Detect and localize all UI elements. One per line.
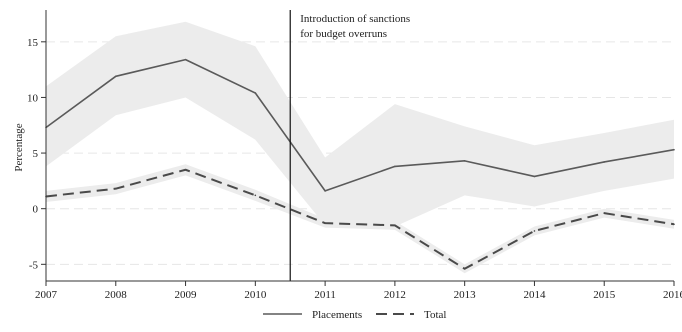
x-tick-label-2013: 2013 — [454, 289, 477, 301]
y-tick-label-0: 0 — [33, 204, 39, 216]
data-point-placements-2016 — [673, 148, 675, 151]
x-tick-label-2015: 2015 — [593, 289, 616, 301]
data-point-total-2011 — [324, 222, 326, 224]
data-point-placements-2009 — [184, 58, 187, 61]
data-point-placements-2014 — [533, 175, 536, 178]
data-point-total-2008 — [114, 187, 117, 190]
x-tick-label-2009: 2009 — [175, 289, 198, 301]
legend: Placements Total — [263, 309, 446, 321]
data-point-placements-2011 — [324, 190, 326, 192]
y-axis-title: Percentage — [13, 123, 25, 171]
y-tick-label-15: 15 — [27, 37, 39, 49]
data-point-placements-2013 — [463, 160, 466, 162]
series-line-total — [45, 168, 675, 270]
data-point-total-2016 — [673, 223, 675, 226]
legend-label-total: Total — [424, 309, 446, 321]
y-tick-label-10: 10 — [27, 92, 39, 104]
axes: -5 0 5 10 15 2007 2008 2009 2010 2011 2012 2013 2014… — [13, 10, 682, 301]
annotation-text-line-1: Introduction of sanctions — [300, 13, 410, 25]
data-point-total-2015 — [603, 212, 606, 214]
data-point-placements-2008 — [114, 75, 117, 78]
data-point-total-2010 — [254, 194, 257, 197]
series-line-placements — [45, 58, 675, 192]
x-tick-label-2010: 2010 — [244, 289, 267, 301]
x-tick-label-2011: 2011 — [314, 289, 336, 301]
annotation-layer: Introduction of sanctions for budget over… — [289, 10, 410, 281]
x-tick-label-2012: 2012 — [384, 289, 406, 301]
data-point-total-2012 — [394, 224, 396, 227]
y-tick-label-5: 5 — [33, 148, 39, 160]
data-point-placements-2010 — [254, 92, 257, 94]
annotation-text-line-2: for budget overruns — [300, 28, 387, 40]
data-point-placements-2012 — [394, 165, 396, 168]
x-tick-label-2014: 2014 — [523, 289, 546, 301]
x-tick-label-2008: 2008 — [105, 289, 128, 301]
data-point-total-2013 — [463, 267, 466, 270]
x-tick-label-2016: 2016 — [663, 289, 682, 301]
data-point-placements-2015 — [603, 161, 606, 163]
legend-label-placements: Placements — [312, 309, 362, 321]
series-lines — [45, 58, 675, 270]
y-tick-label--5: -5 — [29, 259, 39, 271]
data-point-total-2014 — [533, 230, 536, 232]
confidence-bands — [46, 21, 674, 274]
confidence-band-placements — [46, 21, 674, 227]
x-tick-label-2007: 2007 — [35, 289, 58, 301]
data-point-total-2009 — [184, 168, 187, 171]
